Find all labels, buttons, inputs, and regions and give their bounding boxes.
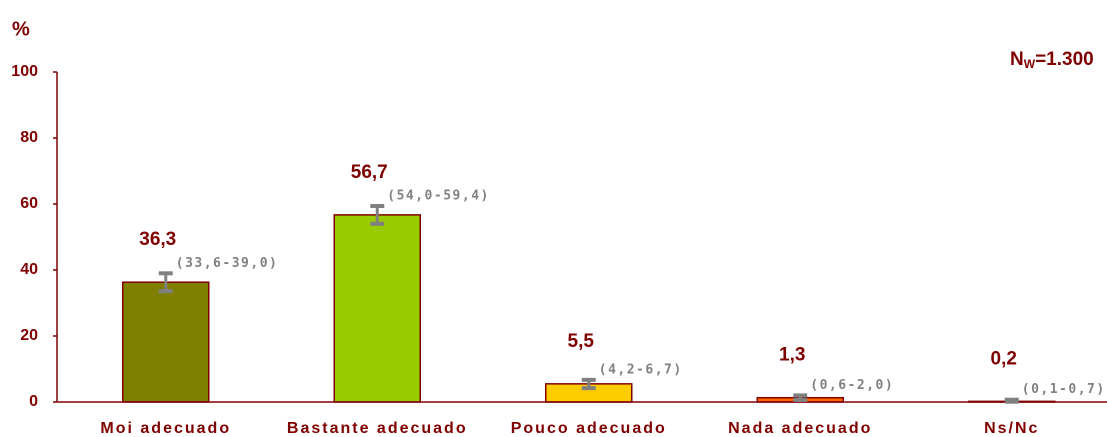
ci-label: (4,2-6,7)	[599, 362, 683, 377]
value-label: 36,3	[139, 229, 176, 250]
x-tick-label: Ns/Nc	[984, 420, 1039, 437]
y-tick-label: 0	[29, 393, 38, 410]
y-axis-label: %	[12, 18, 30, 40]
value-label: 0,2	[991, 348, 1017, 369]
annotation: NW=1.300	[1010, 49, 1094, 71]
bar	[333, 214, 421, 403]
value-label: 56,7	[351, 162, 388, 183]
x-tick-label: Pouco adecuado	[511, 420, 667, 437]
y-tick-label: 80	[20, 129, 38, 146]
ci-label: (54,0-59,4)	[387, 188, 490, 203]
bar	[122, 281, 210, 403]
y-tick-label: 100	[11, 63, 38, 80]
x-tick-label: Nada adecuado	[728, 420, 872, 437]
x-tick-label: Bastante adecuado	[287, 420, 468, 437]
value-label: 1,3	[779, 345, 805, 366]
y-tick-label: 60	[20, 195, 38, 212]
x-tick-label: Moi adecuado	[100, 420, 231, 437]
ci-label: (33,6-39,0)	[176, 256, 279, 271]
value-label: 5,5	[568, 331, 595, 352]
ci-label: (0,6-2,0)	[810, 378, 894, 393]
ci-label: (0,1-0,7)	[1022, 382, 1106, 397]
y-tick-label: 40	[20, 261, 38, 278]
y-tick-label: 20	[20, 327, 38, 344]
